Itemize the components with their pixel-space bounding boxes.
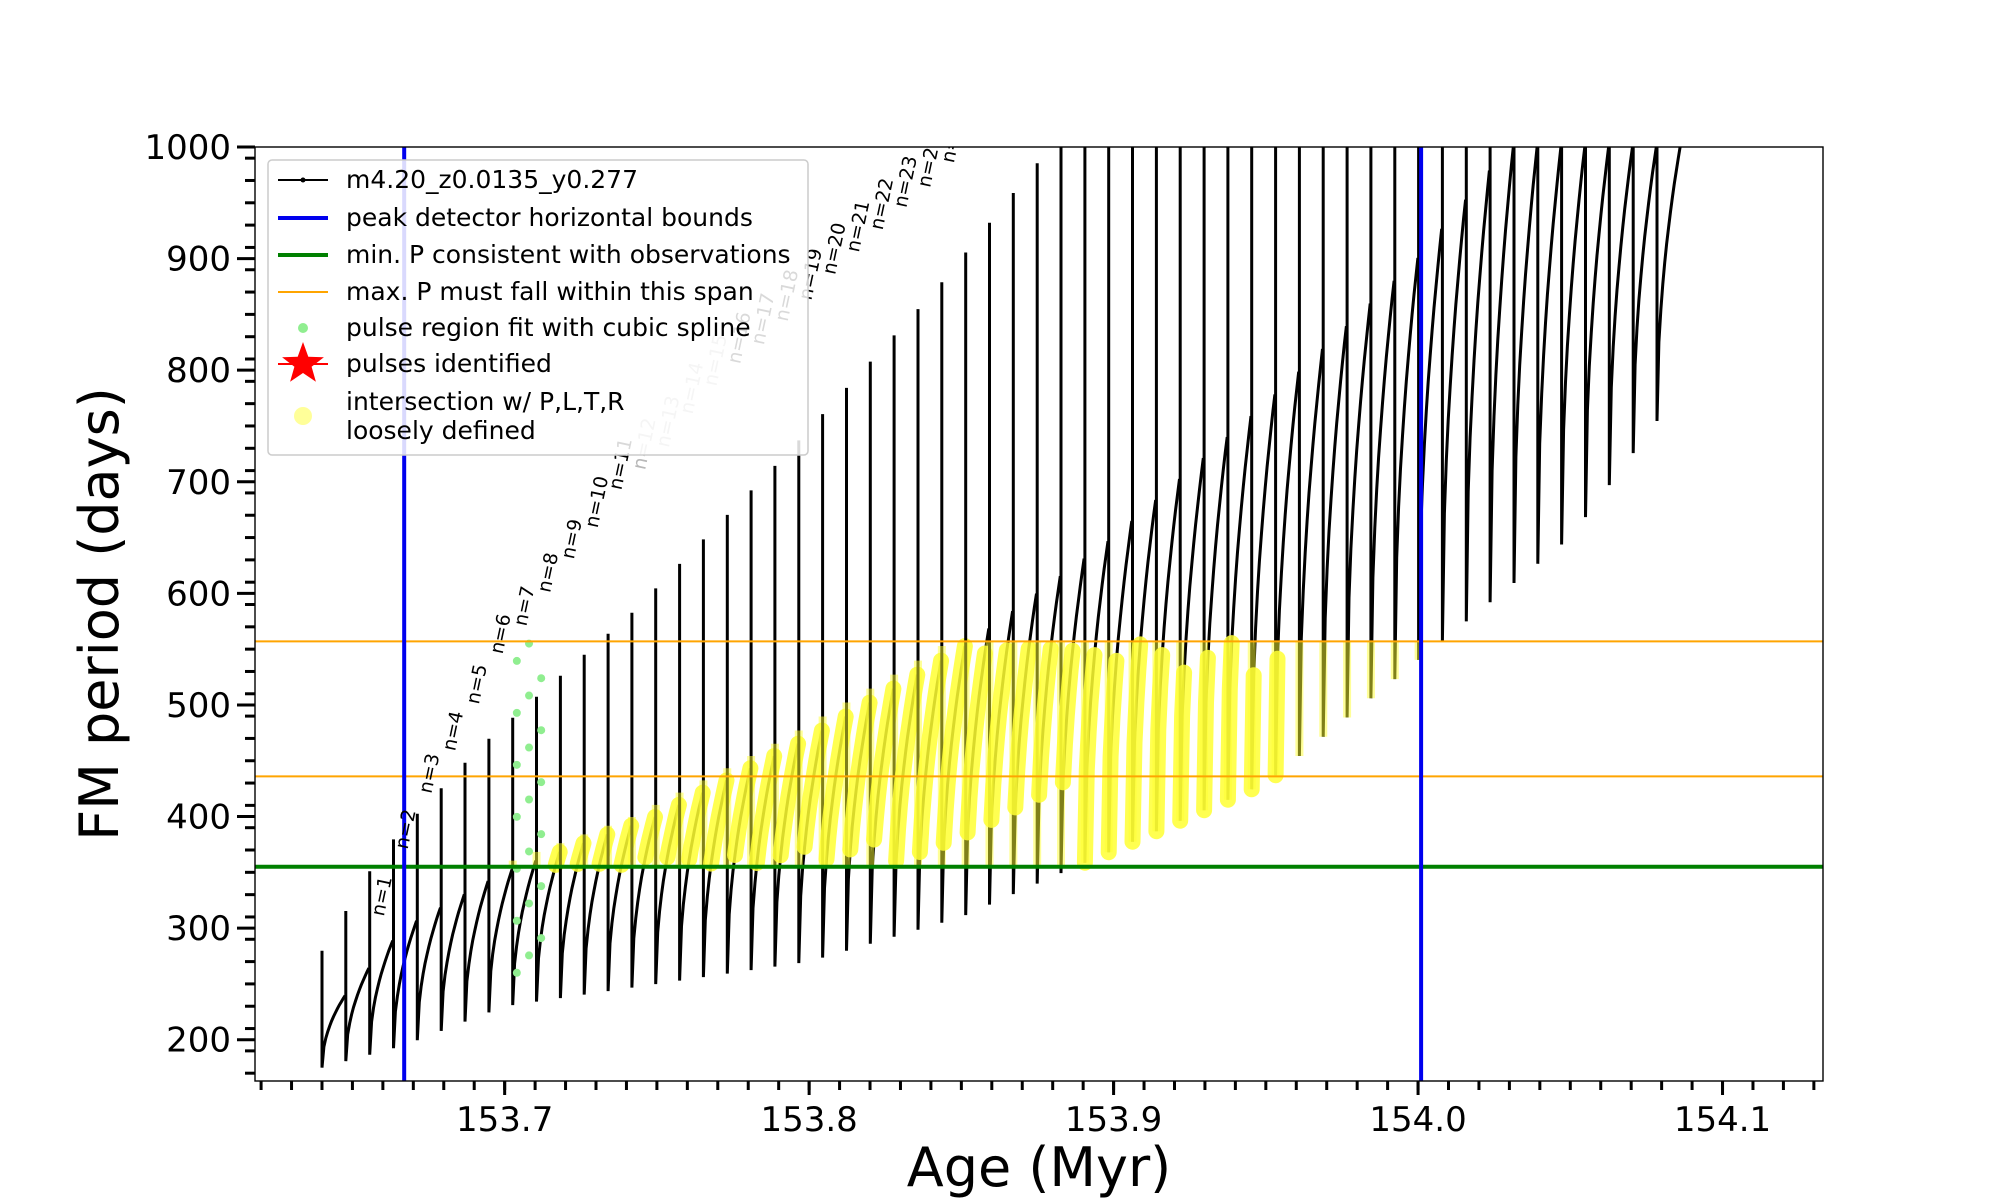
- pulse-cycle-line: [320, 950, 347, 1068]
- spline-point: [537, 778, 546, 787]
- pulse-cycle-line: [1297, 147, 1324, 757]
- spline-point: [537, 674, 546, 683]
- spline-point: [512, 656, 521, 665]
- legend-label: pulse region fit with cubic spline: [346, 313, 751, 342]
- pulse-cycle-line: [1369, 147, 1396, 699]
- plot-area: n=1n=2n=3n=4n=5n=6n=7n=8n=9n=10n=11n=12n…: [255, 147, 1823, 1081]
- x-tick-label: 153.9: [1065, 1100, 1162, 1140]
- pulse-cycle-line: [1393, 147, 1420, 680]
- pulse-cycle-line: [1607, 147, 1634, 486]
- plot-frame: [254, 146, 1824, 1082]
- spline-point: [512, 968, 521, 977]
- spline-point: [525, 743, 534, 752]
- spline-point: [525, 951, 534, 960]
- spline-point: [525, 847, 534, 856]
- intersection-segment: [1007, 640, 1037, 816]
- y-tick-label: 800: [166, 351, 231, 391]
- pulse-cycle-line: [439, 788, 466, 1031]
- legend-swatch-star: [282, 342, 324, 382]
- legend-label: min. P consistent with observations: [346, 240, 791, 269]
- pulse-cycle-line: [1464, 147, 1491, 622]
- spline-point: [512, 916, 521, 925]
- y-tick-label: 200: [166, 1021, 231, 1061]
- intersection-segment: [935, 638, 973, 851]
- legend-swatch-dot: [300, 177, 306, 183]
- pulse-cycle-line: [1345, 147, 1372, 718]
- legend-label: intersection w/ P,L,T,R: [346, 387, 625, 416]
- legend-swatch-dot: [298, 323, 308, 333]
- legend-label: max. P must fall within this span: [346, 277, 754, 306]
- y-tick-label: 500: [166, 686, 231, 726]
- x-tick-label: 154.0: [1369, 1100, 1466, 1140]
- pulse-cycle-line: [487, 738, 514, 1013]
- x-tick-label: 153.7: [456, 1100, 553, 1140]
- x-tick-label: 154.1: [1674, 1100, 1771, 1140]
- pulse-cycle-line: [511, 717, 538, 1006]
- spline-point: [537, 882, 546, 891]
- pulse-cycle-line: [1512, 147, 1539, 584]
- y-tick-label: 700: [166, 463, 231, 503]
- pulse-cycle-line: [463, 762, 490, 1022]
- y-tick-label: 900: [166, 240, 231, 280]
- pulse-cycle-line: [344, 911, 371, 1062]
- pulse-cycle-line: [1655, 147, 1682, 422]
- intersection-segment: [888, 666, 926, 869]
- pulse-cycle-line: [1584, 147, 1611, 518]
- legend-label: loosely defined: [346, 416, 536, 445]
- pulse-cycle-line: [1488, 147, 1515, 603]
- y-tick-label: 1000: [144, 128, 231, 168]
- spline-point: [525, 691, 534, 700]
- intersection-segment: [911, 652, 950, 860]
- axes: 153.7 153.8 153.9 154.0 154.1 200 300 400 500 600…: [144, 128, 1816, 1140]
- spline-point: [512, 708, 521, 717]
- spline-point: [537, 726, 546, 735]
- y-tick-label: 400: [166, 798, 231, 838]
- spline-point: [537, 934, 546, 943]
- pulse-cycle-line: [1631, 147, 1658, 454]
- spline-point: [525, 795, 534, 804]
- y-tick-label: 600: [166, 574, 231, 614]
- x-axis-label: Age (Myr): [907, 1136, 1172, 1199]
- legend-label: m4.20_z0.0135_y0.277: [346, 165, 638, 194]
- legend-label: peak detector horizontal bounds: [346, 203, 753, 232]
- spline-point: [512, 760, 521, 769]
- pulse-cycle-line: [368, 871, 395, 1055]
- pulse-cycle-line: [1560, 147, 1587, 545]
- x-tick-label: 153.8: [760, 1100, 857, 1140]
- pulse-cycle-line: [1440, 147, 1468, 641]
- y-tick-label: 300: [166, 909, 231, 949]
- pulse-cycle-line: [1536, 147, 1563, 564]
- spline-point: [525, 899, 534, 908]
- y-axis-label: FM period (days): [68, 387, 131, 841]
- legend-box: [267, 159, 809, 456]
- legend-swatch-circle: [294, 407, 312, 425]
- legend-label: pulses identified: [346, 349, 552, 378]
- pulse-cycle-line: [415, 813, 442, 1041]
- intersection-segment: [959, 645, 993, 841]
- pulse-cycle-line: [1321, 147, 1348, 737]
- spline-point: [537, 830, 546, 839]
- spline-point: [512, 812, 521, 821]
